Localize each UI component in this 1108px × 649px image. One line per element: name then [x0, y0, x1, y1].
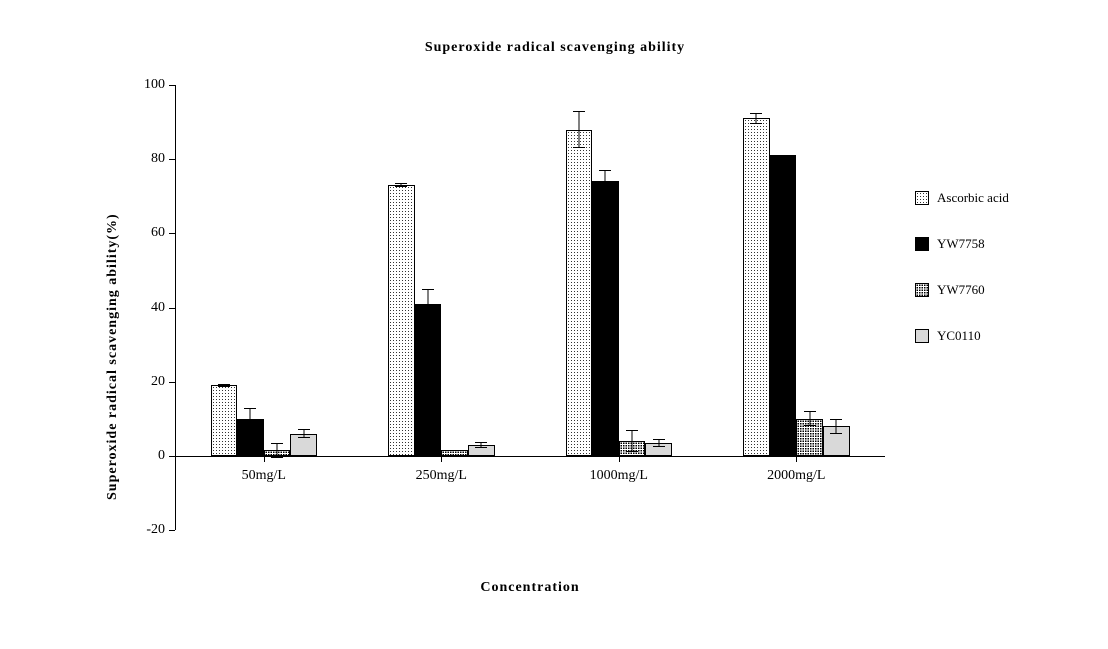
x-axis-line — [175, 456, 885, 458]
y-tick-mark — [169, 456, 175, 457]
y-tick-label: -20 — [125, 522, 165, 538]
bar — [290, 434, 317, 456]
chart-title: Superoxide radical scavenging ability — [75, 40, 1035, 56]
bar — [237, 419, 264, 456]
y-tick-label: 0 — [125, 448, 165, 464]
bar — [592, 181, 619, 455]
bar — [211, 385, 238, 455]
legend-item: YC0110 — [915, 328, 1009, 344]
y-tick-label: 100 — [125, 77, 165, 93]
bar — [743, 118, 770, 455]
legend-item: Ascorbic acid — [915, 190, 1009, 206]
chart-container: Superoxide radical scavenging ability Su… — [75, 40, 1035, 610]
y-tick-mark — [169, 308, 175, 309]
bar — [566, 130, 593, 456]
x-tick-mark — [619, 456, 620, 462]
bar — [415, 304, 442, 456]
y-tick-mark — [169, 530, 175, 531]
y-tick-label: 80 — [125, 151, 165, 167]
legend-label: YW7760 — [937, 282, 985, 298]
y-tick-label: 60 — [125, 225, 165, 241]
x-tick-mark — [441, 456, 442, 462]
legend-label: YC0110 — [937, 328, 981, 344]
bar — [645, 443, 672, 456]
y-tick-label: 20 — [125, 374, 165, 390]
x-axis-label: Concentration — [175, 580, 885, 596]
bar — [619, 441, 646, 456]
bar — [823, 426, 850, 456]
bar — [388, 185, 415, 456]
bar — [441, 450, 468, 456]
x-tick-label: 2000mg/L — [767, 468, 825, 484]
y-tick-label: 40 — [125, 300, 165, 316]
legend-label: YW7758 — [937, 236, 985, 252]
legend-swatch — [915, 191, 929, 205]
x-tick-label: 50mg/L — [242, 468, 286, 484]
x-tick-label: 250mg/L — [416, 468, 467, 484]
x-tick-mark — [264, 456, 265, 462]
legend-swatch — [915, 283, 929, 297]
x-tick-label: 1000mg/L — [590, 468, 648, 484]
y-axis-label: Superoxide radical scavenging ability(%) — [105, 213, 121, 500]
legend-item: YW7760 — [915, 282, 1009, 298]
legend-swatch — [915, 329, 929, 343]
y-tick-mark — [169, 85, 175, 86]
bar — [264, 450, 291, 456]
legend-label: Ascorbic acid — [937, 190, 1009, 206]
y-tick-mark — [169, 159, 175, 160]
legend-swatch — [915, 237, 929, 251]
bar — [796, 419, 823, 456]
legend-item: YW7758 — [915, 236, 1009, 252]
legend: Ascorbic acid YW7758 YW7760 YC0110 — [915, 190, 1009, 374]
bar — [770, 155, 797, 455]
y-tick-mark — [169, 233, 175, 234]
bar — [468, 445, 495, 456]
y-tick-mark — [169, 382, 175, 383]
x-tick-mark — [796, 456, 797, 462]
